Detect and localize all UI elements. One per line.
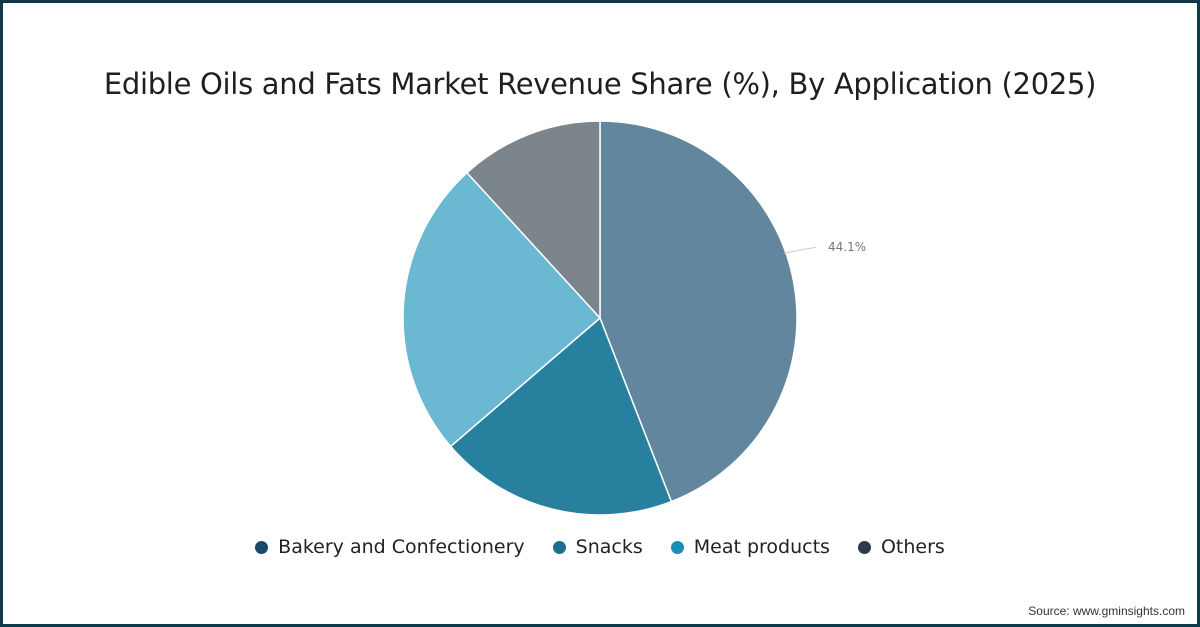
legend-item[interactable]: Bakery and Confectionery [255,536,525,558]
pie-slice-bakery-and-confectionery [599,120,798,503]
legend-label: Snacks [575,536,643,558]
legend-item[interactable]: Others [857,536,945,558]
pie-chart: 44.1% [402,120,866,516]
legend-item[interactable]: Meat products [670,536,830,558]
pie-slice-others [465,120,601,320]
legend: Bakery and Confectionery Snacks Meat produ… [3,536,1197,558]
legend-marker-icon [670,540,684,554]
chart-title: Edible Oils and Fats Market Revenue Shar… [103,67,1097,101]
source-note: Source: www.gminsights.com [1028,604,1185,618]
data-label-leader [783,246,817,254]
legend-marker-icon [857,540,871,554]
legend-item[interactable]: Snacks [552,536,643,558]
data-label: 44.1% [828,240,866,254]
legend-label: Bakery and Confectionery [278,536,525,558]
legend-marker-icon [255,540,269,554]
legend-label: Meat products [693,536,830,558]
legend-label: Others [880,536,945,558]
pie-slice-meat-products [402,171,602,448]
legend-marker-icon [552,540,566,554]
pie-slice-snacks [449,316,673,516]
